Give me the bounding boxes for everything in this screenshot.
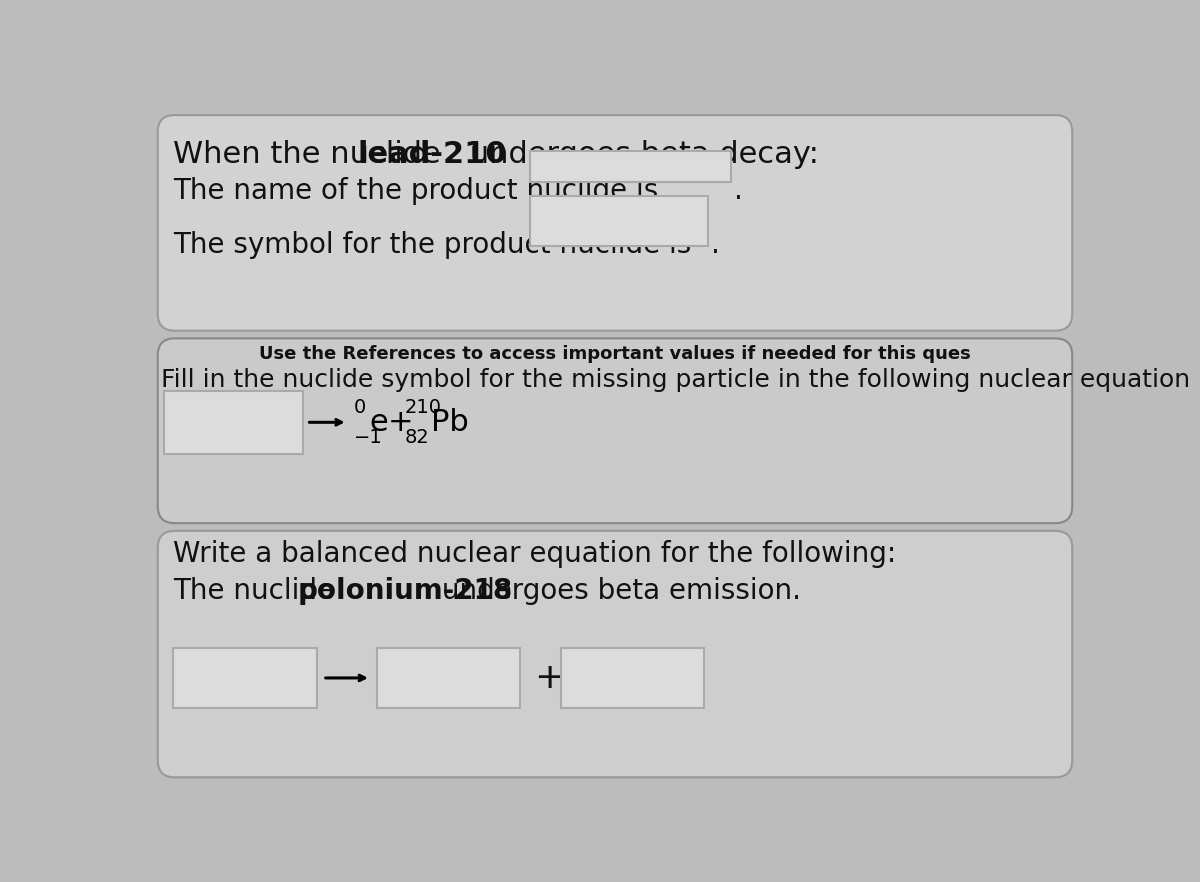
Text: The nuclide: The nuclide bbox=[173, 577, 343, 605]
Text: Use the References to access important values if needed for this ques: Use the References to access important v… bbox=[259, 346, 971, 363]
Text: 210: 210 bbox=[404, 398, 442, 417]
FancyBboxPatch shape bbox=[157, 339, 1073, 523]
Text: The symbol for the product nuclide is: The symbol for the product nuclide is bbox=[173, 230, 691, 258]
Text: −1: −1 bbox=[354, 428, 383, 446]
Text: +: + bbox=[388, 407, 414, 437]
Text: e: e bbox=[370, 407, 388, 437]
Text: Fill in the nuclide symbol for the missing particle in the following nuclear equ: Fill in the nuclide symbol for the missi… bbox=[161, 368, 1190, 392]
Text: +: + bbox=[534, 661, 565, 695]
FancyBboxPatch shape bbox=[529, 196, 708, 246]
FancyBboxPatch shape bbox=[173, 648, 317, 708]
Text: 0: 0 bbox=[354, 398, 366, 417]
Text: When the nuclide: When the nuclide bbox=[173, 139, 451, 168]
FancyBboxPatch shape bbox=[377, 648, 521, 708]
Text: .: . bbox=[712, 230, 720, 258]
Text: undergoes beta emission.: undergoes beta emission. bbox=[433, 577, 800, 605]
Text: The name of the product nuclide is: The name of the product nuclide is bbox=[173, 176, 659, 205]
FancyBboxPatch shape bbox=[529, 152, 731, 182]
Text: polonium-218: polonium-218 bbox=[298, 577, 512, 605]
Text: 82: 82 bbox=[404, 428, 430, 446]
FancyBboxPatch shape bbox=[157, 115, 1073, 331]
FancyBboxPatch shape bbox=[164, 391, 304, 454]
FancyBboxPatch shape bbox=[157, 531, 1073, 777]
Text: Pb: Pb bbox=[431, 407, 469, 437]
Text: undergoes beta decay:: undergoes beta decay: bbox=[460, 139, 818, 168]
FancyBboxPatch shape bbox=[560, 648, 704, 708]
Text: Write a balanced nuclear equation for the following:: Write a balanced nuclear equation for th… bbox=[173, 540, 896, 568]
Text: .: . bbox=[734, 176, 743, 205]
Text: lead-210: lead-210 bbox=[358, 139, 508, 168]
